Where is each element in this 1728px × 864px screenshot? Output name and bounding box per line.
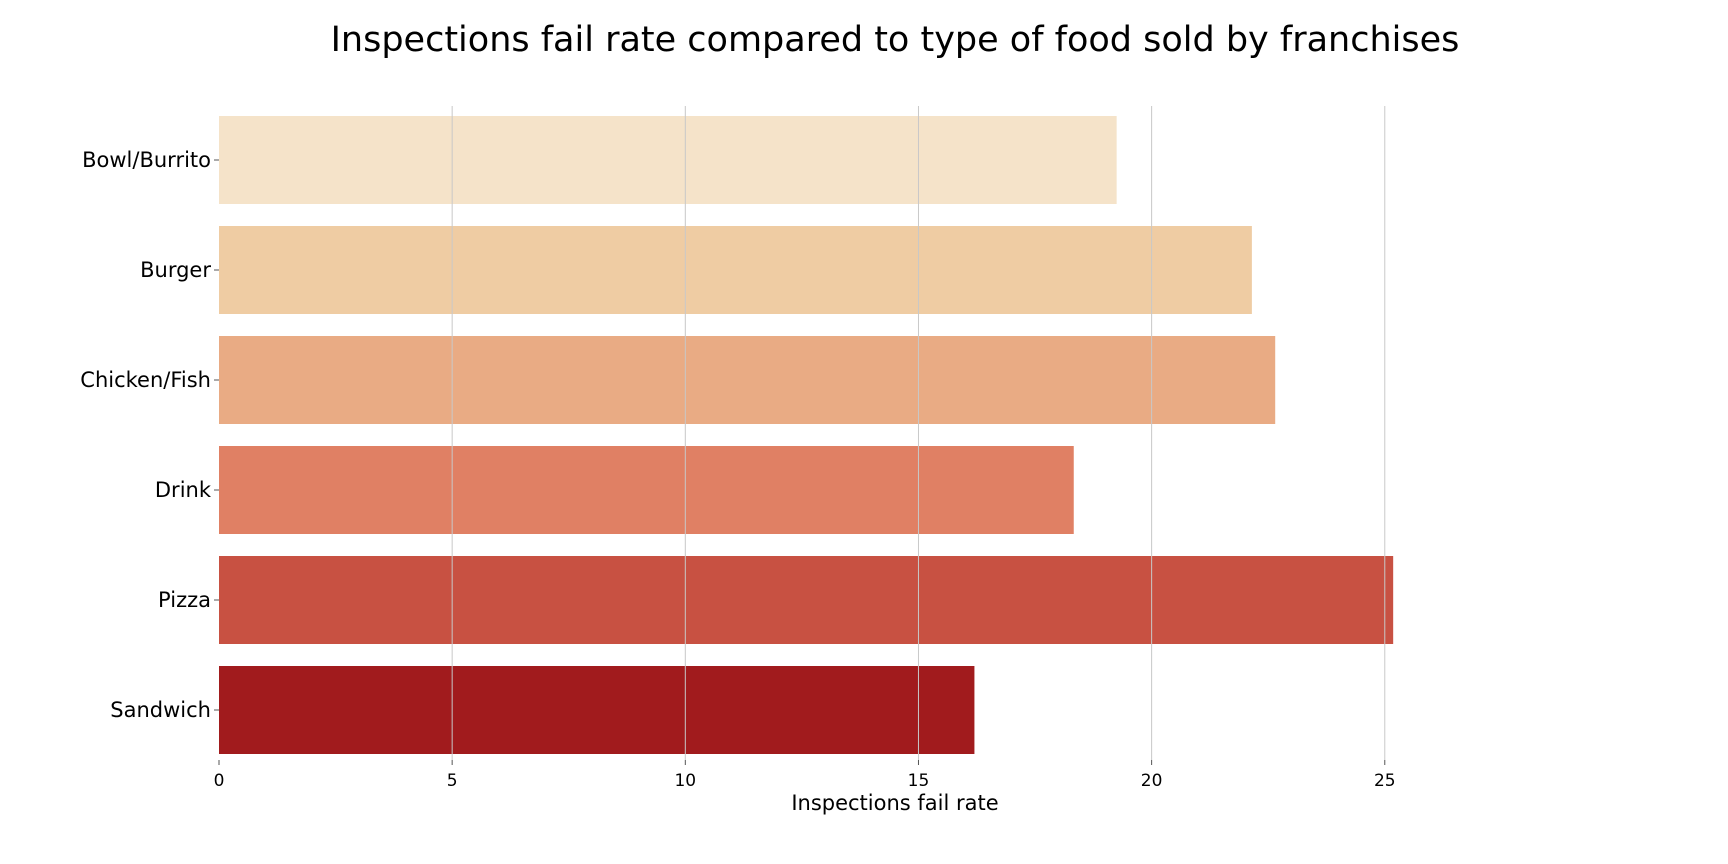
bar-sandwich [219, 666, 975, 754]
bar-drink [219, 446, 1074, 534]
x-tick-label-25: 25 [1374, 771, 1396, 791]
x-tick-label-0: 0 [214, 771, 225, 791]
y-tick-label-bowl-burrito: Bowl/Burrito [82, 148, 211, 172]
y-tick-label-sandwich: Sandwich [110, 698, 211, 722]
bar-layer [219, 116, 1394, 754]
bar-bowl-burrito [219, 116, 1117, 204]
x-axis-label: Inspections fail rate [791, 791, 998, 815]
gridline-overlay [451, 106, 1386, 760]
y-tick-label-chicken-fish: Chicken/Fish [80, 368, 211, 392]
bar-burger [219, 226, 1252, 314]
y-tick-label-pizza: Pizza [158, 588, 211, 612]
y-tick-label-burger: Burger [140, 258, 211, 282]
x-tick-label-10: 10 [674, 771, 696, 791]
x-tick-label-15: 15 [908, 771, 930, 791]
y-tick-label-drink: Drink [155, 478, 212, 502]
axis-layer: 0 5 10 15 20 25 Bowl/Burrito Burger Chicken/Fish… [80, 148, 1395, 791]
bar-chicken-fish [219, 336, 1276, 424]
bar-pizza [219, 556, 1394, 644]
x-tick-label-20: 20 [1141, 771, 1163, 791]
x-tick-label-5: 5 [447, 771, 458, 791]
chart-title: Inspections fail rate compared to type o… [330, 20, 1460, 60]
